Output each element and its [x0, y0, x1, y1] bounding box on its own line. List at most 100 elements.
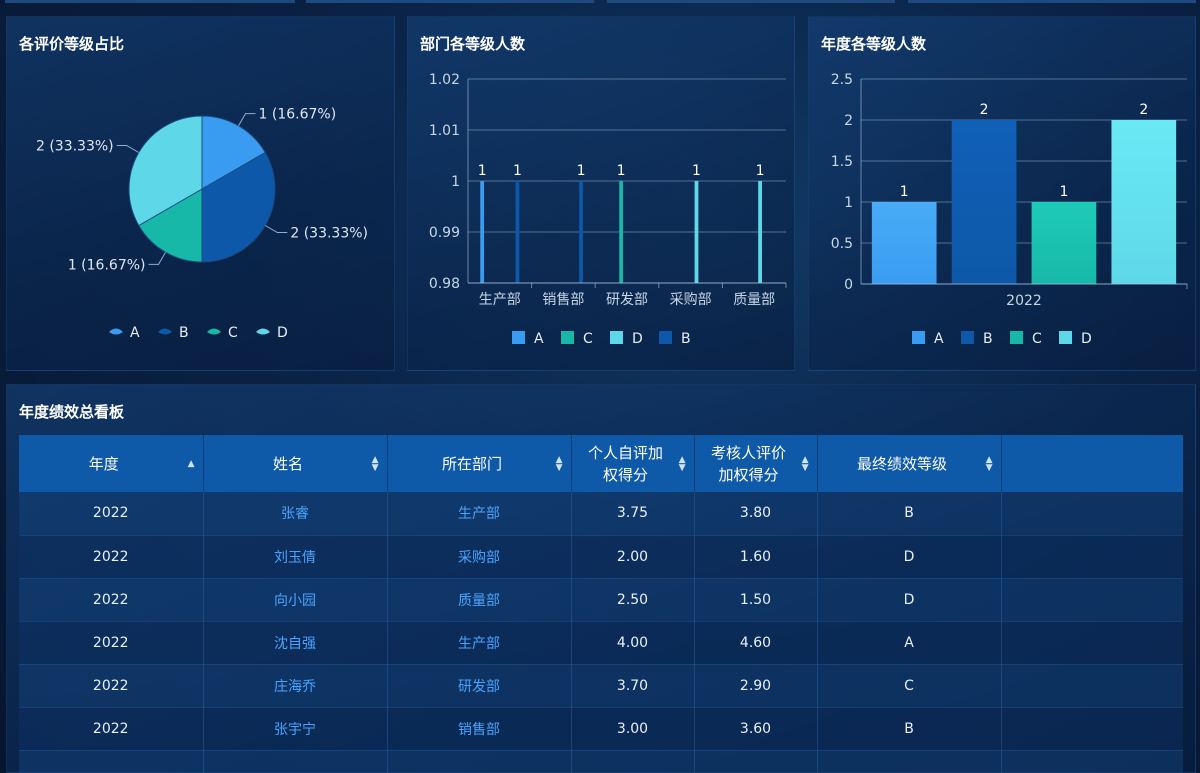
name-cell[interactable]: 刘玉倩 — [203, 535, 388, 579]
column-header-0[interactable]: 年度 ▲ — [19, 435, 204, 492]
name-cell[interactable]: 向小园 — [203, 578, 388, 622]
legend-swatch — [912, 331, 925, 344]
bar-value-label: 2 — [1139, 102, 1148, 118]
pie-label-line-B — [264, 225, 288, 233]
bar-C-研发部[interactable] — [619, 181, 623, 283]
column-header-1[interactable]: 姓名 ▲ ▼ — [203, 435, 388, 492]
bar-B-生产部[interactable] — [515, 181, 520, 283]
department-cell[interactable]: 采购部 — [387, 535, 572, 579]
y-tick-label: 1 — [844, 195, 853, 211]
self-score-cell: 2.00 — [571, 535, 695, 579]
sort-asc-icon[interactable]: ▲ — [187, 458, 195, 469]
bar-value-label: 2 — [980, 102, 989, 118]
year-cell: 2022 — [19, 621, 204, 665]
legend-swatch — [961, 331, 974, 344]
name-cell[interactable]: 沈自强 — [203, 621, 388, 665]
final-grade-cell: D — [817, 535, 1002, 579]
empty-cell — [1001, 492, 1183, 536]
sort-both-icon[interactable]: ▲ ▼ — [678, 454, 686, 473]
final-grade-cell: B — [817, 492, 1002, 536]
pie-slice-C[interactable] — [138, 188, 203, 263]
bar-value-label: 1 — [756, 163, 765, 179]
department-cell[interactable]: 研发部 — [387, 664, 572, 708]
bar-value-label: 1 — [692, 163, 701, 179]
legend-text: D — [632, 331, 643, 347]
self-score-cell: 3.75 — [571, 492, 695, 536]
legend-marker-icon — [207, 328, 221, 335]
y-tick-label: 2.5 — [831, 72, 853, 88]
table-row[interactable]: 2022 沈自强 生产部 4.00 4.60 A — [19, 621, 1183, 665]
reviewer-score-cell: 3.80 — [694, 492, 818, 536]
pie-legend-A[interactable]: A — [109, 325, 140, 341]
table-row[interactable]: 2022 张宇宁 销售部 3.00 3.60 B — [19, 707, 1183, 751]
pie-label-line-D — [116, 145, 140, 153]
pie-legend-B[interactable]: B — [158, 325, 189, 341]
column-header-5[interactable]: 最终绩效等级 ▲ ▼ — [817, 435, 1002, 492]
sort-both-icon[interactable]: ▲ ▼ — [985, 454, 993, 473]
y-tick-label: 1.01 — [429, 123, 460, 139]
sort-both-icon[interactable]: ▲ ▼ — [555, 454, 563, 473]
pie-label-line-C — [148, 251, 166, 265]
sort-both-icon[interactable]: ▲ ▼ — [371, 454, 379, 473]
column-header-label: 姓名 — [272, 454, 303, 473]
bar-D-2022[interactable] — [1111, 120, 1177, 284]
reviewer-score-cell: 3.60 — [694, 707, 818, 751]
reviewer-score-cell: 4.60 — [694, 621, 818, 665]
column-header-3[interactable]: 个人自评加 权得分 ▲ ▼ — [571, 435, 695, 492]
name-cell[interactable]: 庄海乔 — [203, 664, 388, 708]
pie-chart-panel: 各评价等级占比 1 (16.67%) 2 (33.33%) 1 (16.67%) 2 … — [6, 16, 395, 371]
bar-B-销售部[interactable] — [579, 181, 583, 283]
legend-text: A — [130, 325, 140, 341]
column-header-2[interactable]: 所在部门 ▲ ▼ — [387, 435, 572, 492]
x-tick-label: 销售部 — [542, 292, 584, 308]
y-tick-label: 0.98 — [429, 276, 460, 292]
empty-cell — [1001, 750, 1183, 773]
bar-A-生产部[interactable] — [480, 181, 485, 283]
legend-text: B — [983, 331, 993, 347]
table-row[interactable]: 2022 刘玉倩 采购部 2.00 1.60 D — [19, 535, 1183, 579]
final-grade-cell: C — [817, 664, 1002, 708]
table-row[interactable]: 2022 庄海乔 研发部 3.70 2.90 C — [19, 664, 1183, 708]
bar-B-2022[interactable] — [951, 120, 1017, 284]
department-cell[interactable]: 质量部 — [387, 578, 572, 622]
name-cell[interactable]: 张宇宁 — [203, 707, 388, 751]
legend-item-A[interactable]: A — [912, 331, 944, 347]
department-cell[interactable]: 销售部 — [387, 707, 572, 751]
pie-chart-title: 各评价等级占比 — [19, 35, 125, 53]
legend-item-D[interactable]: D — [1059, 331, 1092, 347]
bar-D-质量部[interactable] — [758, 181, 762, 283]
column-header-empty — [1001, 435, 1183, 492]
bar-value-label: 1 — [617, 163, 626, 179]
empty-cell — [694, 750, 818, 773]
legend-swatch — [659, 331, 672, 344]
legend-item-D[interactable]: D — [610, 331, 643, 347]
table-row[interactable]: 2022 张睿 生产部 3.75 3.80 B — [19, 492, 1183, 536]
y-tick-label: 2 — [844, 113, 853, 129]
name-cell[interactable]: 张睿 — [203, 492, 388, 536]
column-header-label: 考核人评价 加权得分 — [710, 443, 786, 484]
empty-cell — [387, 750, 572, 773]
final-grade-cell: A — [817, 621, 1002, 665]
bar-C-2022[interactable] — [1031, 202, 1097, 284]
legend-item-C[interactable]: C — [561, 331, 593, 347]
pie-legend-D[interactable]: D — [256, 325, 288, 341]
reviewer-score-cell: 1.50 — [694, 578, 818, 622]
legend-item-B[interactable]: B — [961, 331, 993, 347]
reviewer-score-cell: 1.60 — [694, 535, 818, 579]
legend-item-C[interactable]: C — [1010, 331, 1042, 347]
bar-D-采购部[interactable] — [694, 181, 699, 283]
pie-slice-A[interactable] — [201, 115, 266, 190]
year-bar-chart: 0 0.5 1 1.5 2 2.5 2022 1 2 1 2 A B C D — [831, 72, 1188, 347]
legend-swatch — [1059, 331, 1072, 344]
department-cell[interactable]: 生产部 — [387, 492, 572, 536]
legend-text: C — [1032, 331, 1042, 347]
legend-item-A[interactable]: A — [512, 331, 544, 347]
bar-A-2022[interactable] — [871, 202, 937, 284]
column-header-4[interactable]: 考核人评价 加权得分 ▲ ▼ — [694, 435, 818, 492]
sort-both-icon[interactable]: ▲ ▼ — [801, 454, 809, 473]
legend-text: B — [681, 331, 691, 347]
table-row[interactable]: 2022 向小园 质量部 2.50 1.50 D — [19, 578, 1183, 622]
pie-legend-C[interactable]: C — [207, 325, 238, 341]
department-cell[interactable]: 生产部 — [387, 621, 572, 665]
legend-item-B[interactable]: B — [659, 331, 691, 347]
